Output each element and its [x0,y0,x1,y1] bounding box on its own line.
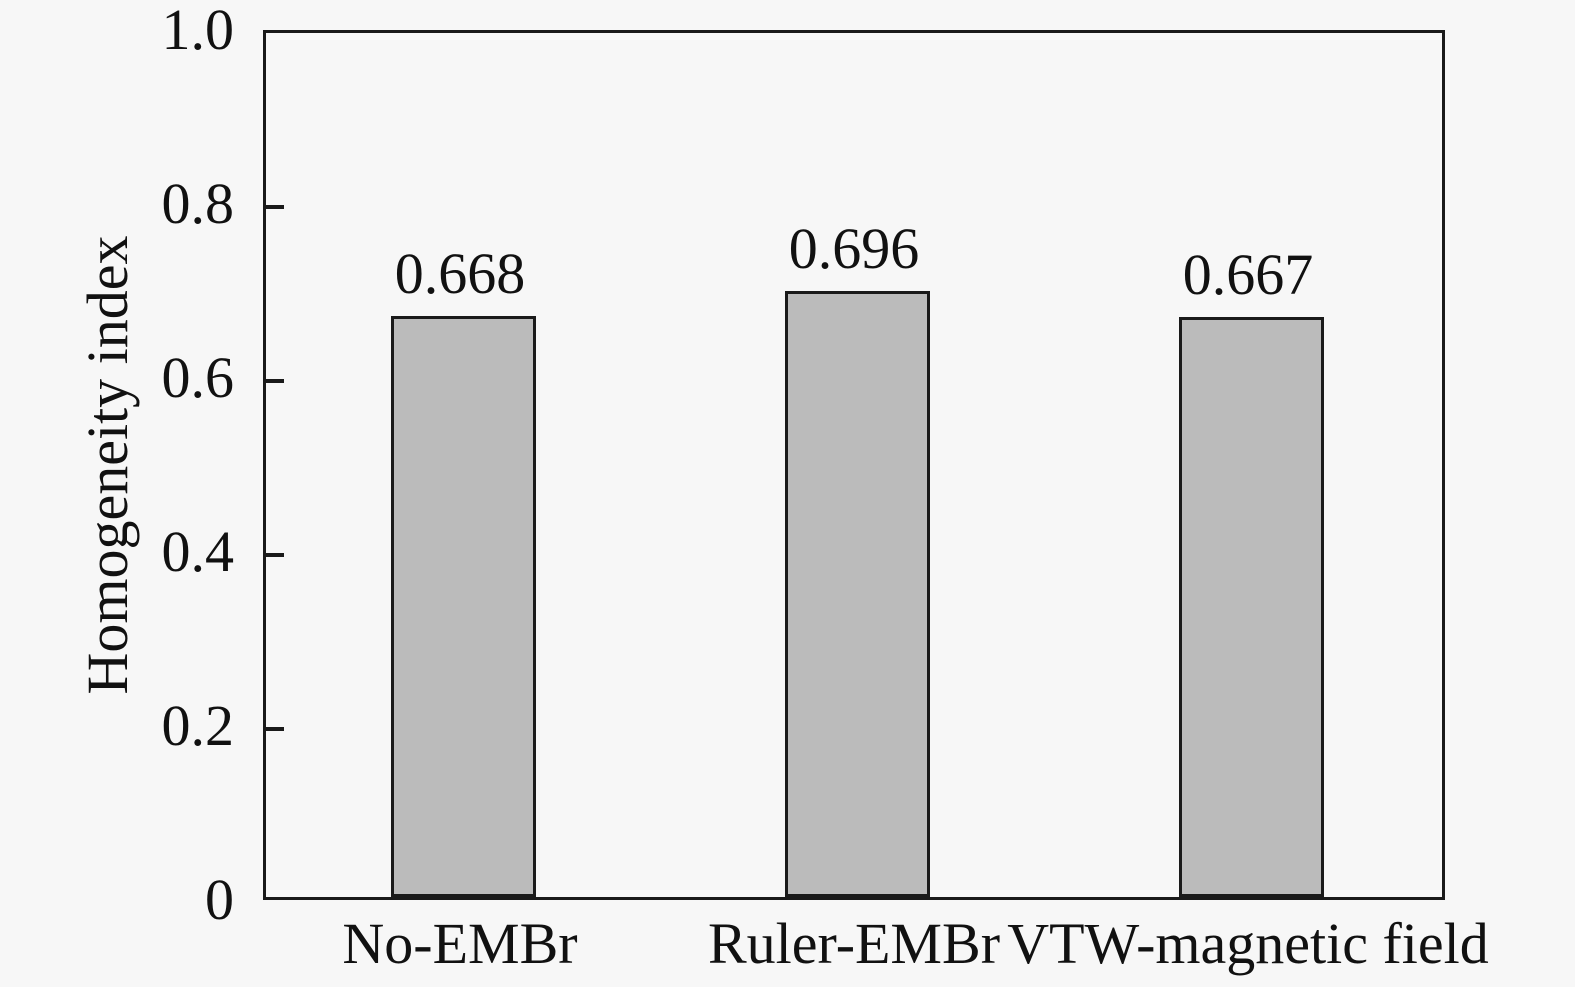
bar-value-label: 0.696 [788,216,920,282]
y-tick-label: 0.4 [161,519,235,584]
bar-No-EMBr [391,316,536,897]
y-tick-mark [266,379,284,383]
x-category-label: VTW-magnetic field [1007,911,1489,976]
y-tick-mark [266,205,284,209]
y-tick-label: 1.0 [161,0,235,62]
y-axis-title: Homogeneity index [75,235,140,695]
y-tick-label: 0.8 [161,171,235,236]
x-category-label: Ruler-EMBr [707,911,1001,976]
bar-VTW-magnetic field [1179,317,1324,897]
bar-value-label: 0.668 [394,240,526,306]
y-tick-label: 0 [205,867,234,932]
y-tick-label: 0.6 [161,345,235,410]
plot-area [263,30,1445,900]
y-tick-label: 0.2 [161,693,235,758]
bar-Ruler-EMBr [785,291,930,897]
y-tick-mark [266,553,284,557]
y-tick-mark [266,727,284,731]
bar-value-label: 0.667 [1182,241,1314,307]
x-category-label: No-EMBr [342,911,578,976]
